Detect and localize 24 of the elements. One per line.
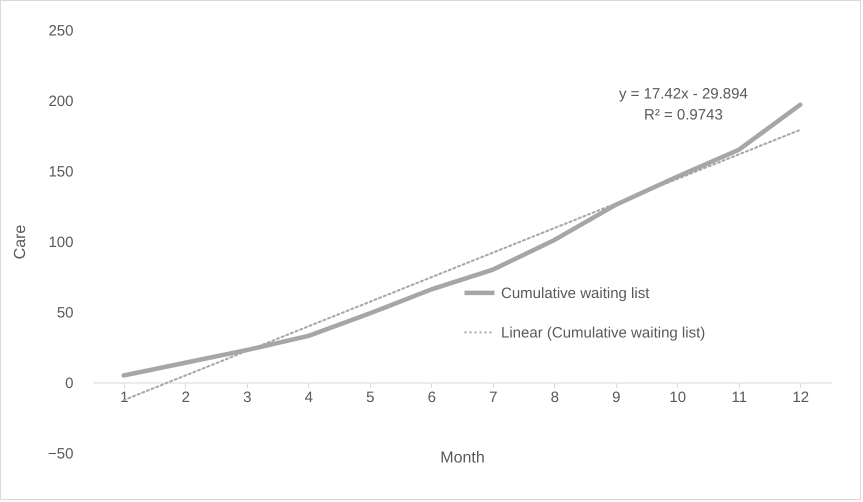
- x-tick-label: 7: [489, 389, 498, 406]
- legend-label: Cumulative waiting list: [501, 284, 650, 302]
- y-tick-label: −50: [48, 446, 74, 462]
- x-tick-label: 10: [669, 389, 686, 406]
- x-tick-label: 8: [550, 389, 559, 406]
- x-tick-label: 9: [612, 389, 620, 406]
- annotation: y = 17.42x - 29.894: [618, 85, 748, 102]
- legend-label: Linear (Cumulative waiting list): [501, 324, 706, 342]
- x-tick-label: 4: [304, 389, 313, 406]
- y-tick-label: 100: [48, 234, 74, 251]
- y-tick-label: 0: [65, 375, 74, 392]
- y-tick-label: 250: [48, 22, 74, 40]
- y-tick-label: 200: [48, 93, 74, 110]
- x-tick-label: 11: [731, 389, 748, 406]
- x-tick-label: 12: [792, 389, 810, 406]
- y-tick-label: 50: [56, 304, 74, 322]
- x-tick-label: 6: [428, 389, 436, 406]
- x-axis-title: Month: [440, 450, 485, 466]
- y-tick-label: 150: [48, 164, 74, 180]
- y-axis-title: Care: [12, 224, 30, 260]
- x-tick-label: 3: [243, 389, 252, 406]
- x-tick-label: 2: [182, 389, 190, 406]
- annotation: R² = 0.9743: [644, 106, 723, 124]
- x-tick-label: 5: [366, 389, 374, 406]
